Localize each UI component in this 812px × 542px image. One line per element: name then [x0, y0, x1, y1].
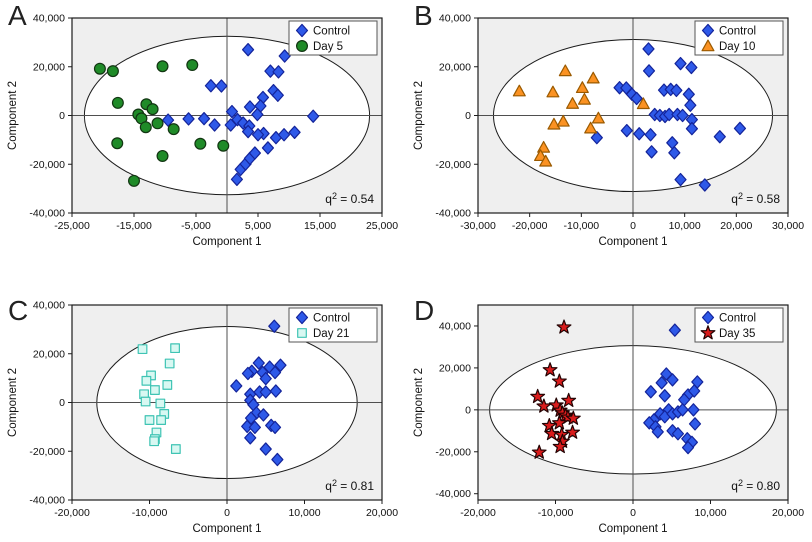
svg-text:Day 35: Day 35 [719, 328, 755, 340]
svg-text:q2 = 0.81: q2 = 0.81 [325, 478, 374, 493]
svg-text:-20,000: -20,000 [435, 159, 471, 171]
svg-text:15,000: 15,000 [304, 220, 336, 232]
svg-text:0: 0 [465, 404, 471, 416]
scatter-plot-panel-a: -25,000 -15,000 -5,000 5,000 15,000 25,000 -40… [7, 13, 398, 249]
svg-text:-5,000: -5,000 [181, 220, 211, 232]
svg-text:Component 1: Component 1 [192, 236, 261, 248]
svg-text:Control: Control [719, 313, 756, 325]
svg-text:20,000: 20,000 [439, 362, 471, 374]
svg-text:-30,000: -30,000 [460, 220, 496, 232]
svg-text:0: 0 [630, 220, 636, 232]
svg-text:20,000: 20,000 [720, 220, 752, 232]
svg-text:Control: Control [719, 26, 756, 38]
svg-text:-10,000: -10,000 [538, 507, 574, 519]
svg-text:10,000: 10,000 [669, 220, 701, 232]
svg-text:Day 5: Day 5 [313, 41, 343, 53]
svg-text:-25,000: -25,000 [54, 220, 90, 232]
svg-text:-10,000: -10,000 [564, 220, 600, 232]
svg-text:Component 1: Component 1 [192, 523, 261, 535]
svg-text:25,000: 25,000 [366, 220, 398, 232]
svg-text:20,000: 20,000 [772, 507, 804, 519]
svg-text:0: 0 [224, 507, 230, 519]
svg-text:30,000: 30,000 [772, 220, 804, 232]
panel-a: A -25,000 -15,000 -5,000 5,000 15,000 25,000-… [0, 0, 406, 271]
svg-text:q2 = 0.58: q2 = 0.58 [731, 191, 780, 206]
svg-text:Control: Control [313, 313, 350, 325]
svg-text:Component 1: Component 1 [598, 523, 667, 535]
panel-c-letter: C [8, 295, 29, 326]
svg-text:-20,000: -20,000 [29, 446, 65, 458]
panel-a-letter: A [8, 0, 27, 31]
svg-text:20,000: 20,000 [33, 348, 65, 360]
svg-text:40,000: 40,000 [33, 300, 65, 312]
panel-d: D -20,000 -10,000 0 10,000 20,000 -40,000 -20,… [406, 271, 812, 542]
svg-text:-20,000: -20,000 [435, 446, 471, 458]
svg-text:10,000: 10,000 [694, 507, 726, 519]
panel-b-letter: B [414, 0, 433, 31]
svg-text:-40,000: -40,000 [435, 488, 471, 500]
svg-text:Component 2: Component 2 [7, 368, 19, 437]
svg-text:q2 = 0.54: q2 = 0.54 [325, 191, 374, 206]
svg-text:-40,000: -40,000 [29, 208, 65, 220]
svg-text:-10,000: -10,000 [132, 507, 168, 519]
panel-b: B -30,000 -20,000 -10,000 0 10,000 20,000 30,0… [406, 0, 812, 271]
scatter-plot-panel-b: -30,000 -20,000 -10,000 0 10,000 20,000 30,000… [413, 13, 804, 249]
svg-text:-20,000: -20,000 [54, 507, 90, 519]
svg-text:20,000: 20,000 [33, 61, 65, 73]
svg-text:40,000: 40,000 [33, 13, 65, 25]
svg-text:Day 10: Day 10 [719, 41, 755, 53]
svg-text:Day 21: Day 21 [313, 328, 349, 340]
svg-text:Component 2: Component 2 [413, 368, 425, 437]
svg-text:-20,000: -20,000 [512, 220, 548, 232]
svg-text:q2 = 0.80: q2 = 0.80 [731, 478, 780, 493]
svg-text:-20,000: -20,000 [460, 507, 496, 519]
svg-text:-15,000: -15,000 [116, 220, 152, 232]
svg-text:5,000: 5,000 [245, 220, 271, 232]
svg-text:Component 1: Component 1 [598, 236, 667, 248]
svg-text:0: 0 [630, 507, 636, 519]
scatter-plot-panel-c: -20,000 -10,000 0 10,000 20,000-40,000-20,00… [7, 300, 398, 536]
svg-text:-40,000: -40,000 [435, 208, 471, 220]
svg-text:20,000: 20,000 [439, 61, 471, 73]
svg-text:0: 0 [59, 110, 65, 122]
svg-text:40,000: 40,000 [439, 13, 471, 25]
svg-text:10,000: 10,000 [288, 507, 320, 519]
svg-text:Component 2: Component 2 [413, 81, 425, 150]
svg-text:Control: Control [313, 26, 350, 38]
svg-text:-40,000: -40,000 [29, 495, 65, 507]
svg-text:0: 0 [465, 110, 471, 122]
panel-c: C -20,000 -10,000 0 10,000 20,000 -40,000 -20,… [0, 271, 406, 542]
svg-text:20,000: 20,000 [366, 507, 398, 519]
panel-d-letter: D [414, 295, 435, 326]
svg-text:Component 2: Component 2 [7, 81, 19, 150]
svg-text:40,000: 40,000 [439, 320, 471, 332]
svg-text:-20,000: -20,000 [29, 159, 65, 171]
scatter-plot-panel-d: -20,000 -10,000 0 10,000 20,000 -40,000 -20,00… [413, 304, 804, 535]
svg-text:0: 0 [59, 397, 65, 409]
